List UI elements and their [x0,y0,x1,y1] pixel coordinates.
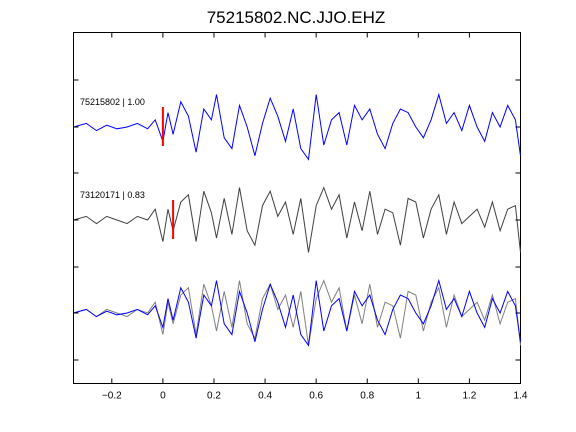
axes-frame [73,32,521,384]
trace-line [73,186,521,253]
chart-title: 75215802.NC.JJO.EHZ [207,8,386,27]
x-tick-label: −0.2 [102,391,122,402]
x-tick-label: 0.2 [207,391,221,402]
x-tick-label: 1.2 [462,391,476,402]
x-tick-label: 1 [416,391,422,402]
x-tick-label: 1.4 [514,391,528,402]
panels-group: 75215802 | 1.00 73120171 | 0.83 [73,92,521,347]
y-axis-ticks [73,79,521,361]
trace-line [73,92,521,161]
x-tick-label: 0.6 [309,391,323,402]
overlay-trace-line [73,278,521,347]
trace-label: 73120171 | 0.83 [80,190,145,200]
x-tick-label: 0.4 [258,391,272,402]
trace-label: 75215802 | 1.00 [80,97,145,107]
x-axis: −0.2 0 0.2 0.4 0.6 0.8 1 1.2 1.4 [102,32,528,402]
x-tick-label: 0 [160,391,166,402]
x-tick-label: 0.8 [360,391,374,402]
overlay-trace-line [73,279,521,346]
